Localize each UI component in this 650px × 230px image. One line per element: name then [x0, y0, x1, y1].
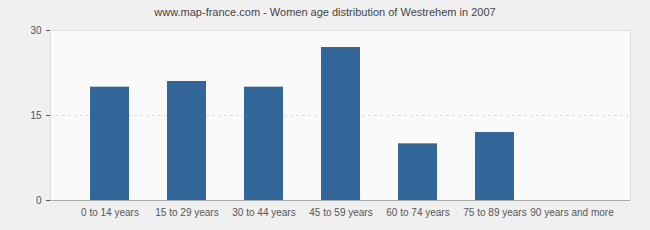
svg-text:0: 0	[36, 195, 42, 206]
svg-text:45 to 59 years: 45 to 59 years	[309, 207, 372, 218]
svg-text:30 to 44 years: 30 to 44 years	[232, 207, 295, 218]
svg-text:90 years and more: 90 years and more	[530, 207, 614, 218]
svg-text:15: 15	[30, 110, 42, 121]
svg-text:30: 30	[30, 25, 42, 36]
svg-text:60 to 74 years: 60 to 74 years	[386, 207, 449, 218]
svg-text:15 to 29 years: 15 to 29 years	[155, 207, 218, 218]
svg-text:75 to 89 years: 75 to 89 years	[463, 207, 526, 218]
svg-text:0 to 14 years: 0 to 14 years	[81, 207, 139, 218]
html-text:www.map-france.com - Women age: www.map-france.com - Women age distribut…	[154, 6, 496, 18]
